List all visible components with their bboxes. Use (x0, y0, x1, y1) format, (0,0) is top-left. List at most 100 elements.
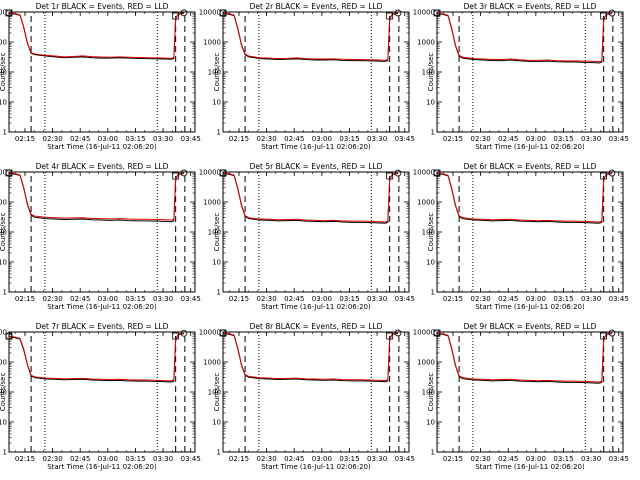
y-tick-label: 100 (0, 69, 7, 77)
start-circle-marker (433, 169, 441, 177)
y-tick-label: 10 (0, 99, 7, 107)
lld-line (437, 12, 613, 63)
x-tick-label: 02:15 (443, 295, 463, 303)
panel-det-2r: Det 2r BLACK = Events, RED = LLD 1 10 100 10… (199, 2, 415, 151)
panel-det-4r: Det 4r BLACK = Events, RED = LLD 1 10 100 10… (0, 162, 201, 311)
y-tick-label: 10000 (413, 9, 435, 17)
x-tick-label: 02:30 (42, 135, 62, 143)
x-tick-label: 02:45 (284, 135, 304, 143)
end-circle-marker (608, 169, 616, 177)
panel-det-7r: Det 7r BLACK = Events, RED = LLD 1 10 100 10… (0, 322, 201, 471)
end-square-marker (172, 172, 180, 180)
end-circle-marker (394, 329, 402, 337)
lld-line (9, 332, 185, 382)
y-tick-label: 1000 (0, 39, 7, 47)
x-tick-label: 03:45 (181, 455, 201, 463)
start-circle-marker (433, 9, 441, 17)
y-axis-label: Counts/sec (0, 53, 7, 92)
panel-title: Det 4r BLACK = Events, RED = LLD (36, 162, 169, 171)
x-axis-label: Start Time (16-Jul-11 02:06:20) (475, 303, 585, 311)
y-tick-label: 10000 (199, 9, 221, 17)
start-circle-marker (5, 169, 13, 177)
x-tick-label: 02:45 (498, 295, 518, 303)
x-tick-label: 03:30 (367, 295, 387, 303)
plot-frame (436, 331, 624, 453)
x-axis-label: Start Time (16-Jul-11 02:06:20) (47, 463, 157, 471)
end-square-marker (386, 332, 394, 340)
events-line (223, 172, 399, 224)
y-tick-label: 10000 (0, 9, 7, 17)
lld-line (437, 172, 613, 223)
y-tick-label: 1000 (417, 199, 435, 207)
y-tick-label: 10 (426, 259, 435, 267)
y-tick-label: 10000 (413, 169, 435, 177)
y-tick-label: 1 (431, 449, 435, 457)
x-tick-label: 03:00 (526, 455, 546, 463)
x-tick-label: 02:30 (256, 295, 276, 303)
x-tick-label: 02:45 (498, 135, 518, 143)
plot-frame (222, 11, 410, 133)
x-axis-label: Start Time (16-Jul-11 02:06:20) (261, 463, 371, 471)
panel-title: Det 5r BLACK = Events, RED = LLD (250, 162, 383, 171)
plot-frame (8, 11, 196, 133)
panel-title: Det 1r BLACK = Events, RED = LLD (36, 2, 169, 11)
y-tick-label: 1 (3, 449, 7, 457)
y-tick-label: 10 (0, 419, 7, 427)
x-tick-label: 02:30 (470, 455, 490, 463)
x-tick-label: 03:45 (395, 455, 415, 463)
y-axis-label: Counts/sec (427, 373, 435, 412)
y-tick-label: 100 (422, 389, 435, 397)
x-tick-label: 03:45 (181, 295, 201, 303)
x-tick-label: 02:30 (470, 295, 490, 303)
y-tick-label: 1 (431, 129, 435, 137)
x-tick-label: 03:30 (367, 135, 387, 143)
y-tick-label: 10 (426, 99, 435, 107)
y-tick-label: 100 (208, 389, 221, 397)
x-tick-label: 03:15 (125, 295, 145, 303)
start-circle-marker (219, 169, 227, 177)
x-tick-label: 02:15 (229, 135, 249, 143)
y-tick-label: 1000 (203, 39, 221, 47)
x-tick-label: 03:15 (553, 295, 573, 303)
end-square-marker (172, 332, 180, 340)
end-circle-marker (608, 9, 616, 17)
x-tick-label: 02:15 (229, 455, 249, 463)
y-tick-label: 10 (212, 99, 221, 107)
y-tick-label: 100 (0, 389, 7, 397)
y-tick-label: 1 (217, 449, 221, 457)
x-tick-label: 03:00 (312, 135, 332, 143)
x-tick-label: 03:00 (312, 295, 332, 303)
start-circle-marker (5, 332, 13, 340)
x-tick-label: 03:00 (98, 135, 118, 143)
x-tick-label: 03:15 (125, 135, 145, 143)
x-tick-label: 03:30 (153, 295, 173, 303)
y-axis-label: Counts/sec (213, 213, 221, 252)
x-tick-label: 03:30 (581, 295, 601, 303)
y-tick-label: 10 (212, 419, 221, 427)
y-tick-label: 1 (217, 129, 221, 137)
y-tick-label: 1000 (203, 359, 221, 367)
x-tick-label: 03:15 (125, 455, 145, 463)
x-tick-label: 02:15 (443, 135, 463, 143)
y-tick-label: 10000 (0, 169, 7, 177)
x-axis-label: Start Time (16-Jul-11 02:06:20) (475, 463, 585, 471)
events-line (437, 332, 613, 384)
x-tick-label: 03:30 (367, 455, 387, 463)
x-tick-label: 03:00 (526, 135, 546, 143)
lld-line (437, 332, 613, 383)
x-tick-label: 02:45 (70, 455, 90, 463)
y-axis-label: Counts/sec (213, 53, 221, 92)
y-tick-label: 1000 (0, 199, 7, 207)
x-tick-label: 02:45 (284, 455, 304, 463)
x-tick-label: 02:30 (256, 135, 276, 143)
x-tick-label: 03:00 (98, 295, 118, 303)
x-tick-label: 02:15 (443, 455, 463, 463)
y-axis-label: Counts/sec (213, 373, 221, 412)
panel-title: Det 7r BLACK = Events, RED = LLD (36, 322, 169, 331)
end-circle-marker (394, 169, 402, 177)
x-tick-label: 03:00 (526, 295, 546, 303)
start-circle-marker (5, 9, 13, 17)
x-tick-label: 02:30 (470, 135, 490, 143)
y-tick-label: 10000 (413, 329, 435, 337)
